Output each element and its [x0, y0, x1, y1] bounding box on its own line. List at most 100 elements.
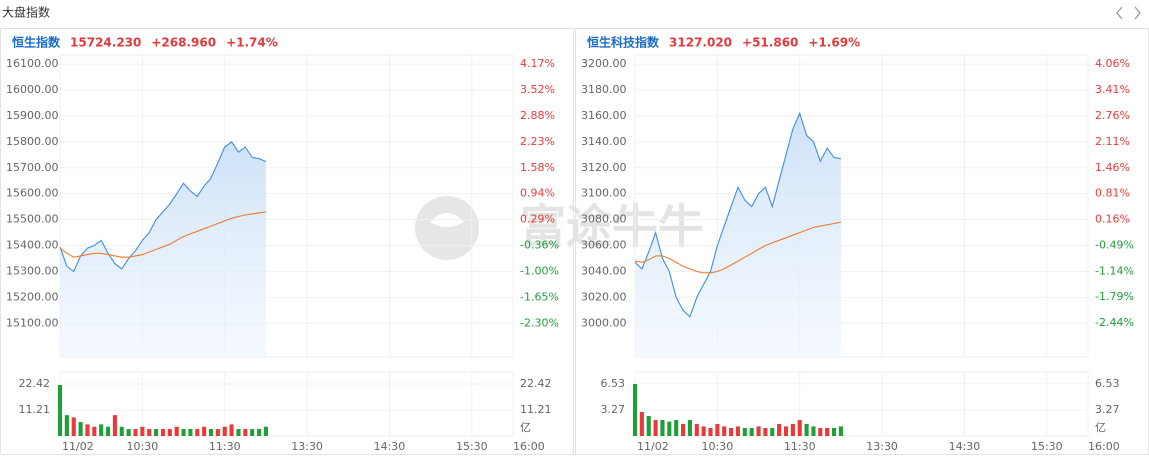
y2-tick-label: 3.41%	[1095, 83, 1130, 96]
volume-bar	[708, 428, 713, 436]
x-tick-label: 14:30	[374, 440, 406, 453]
y-tick-label: 3080.00	[581, 213, 627, 226]
volume-tick-label: 11.21	[19, 403, 51, 416]
change: +268.960	[151, 36, 216, 50]
volume-bar	[119, 426, 124, 436]
volume-bar	[105, 426, 111, 436]
volume-bar	[229, 424, 234, 436]
next-arrow[interactable]	[1134, 6, 1141, 20]
volume-bar	[140, 426, 145, 436]
volume-bar	[749, 428, 754, 436]
y-tick-label: 15900.00	[6, 109, 59, 122]
y-tick-label: 15700.00	[6, 161, 59, 174]
volume-tick-label: 11.21	[520, 403, 552, 416]
volume-bar	[202, 426, 207, 436]
volume-bar	[804, 424, 809, 436]
volume-bar	[92, 426, 97, 436]
volume-bar	[222, 426, 227, 436]
y2-tick-label: 1.58%	[520, 161, 555, 174]
chart-panel: 恒生科技指数 3127.020 +51.860 +1.69% 3200.00 3180.0…	[575, 28, 1149, 455]
y-tick-label: 3000.00	[581, 316, 627, 329]
y2-tick-label: -1.65%	[520, 290, 559, 303]
x-tick-label: 15:30	[456, 440, 488, 453]
price-area	[635, 113, 841, 357]
volume-bar	[701, 426, 706, 436]
volume-tick-label: 3.27	[1095, 403, 1120, 416]
volume-bar	[250, 429, 255, 436]
y-tick-label: 16100.00	[6, 57, 59, 70]
price-area	[60, 141, 266, 357]
change: +51.860	[742, 36, 798, 50]
y-tick-label: 15200.00	[6, 290, 59, 303]
volume-unit: 亿	[1095, 421, 1106, 434]
volume-bar	[687, 420, 692, 436]
volume-bar	[126, 429, 131, 436]
last-price: 15724.230	[70, 36, 141, 50]
volume-bar	[763, 428, 768, 436]
x-tick-label: 10:30	[702, 440, 734, 453]
volume-bar	[263, 426, 268, 436]
x-tick-label: 16:00	[1088, 440, 1120, 453]
y-tick-label: 15100.00	[6, 316, 59, 329]
y2-tick-label: 0.94%	[520, 187, 555, 200]
volume-bar	[243, 429, 248, 436]
volume-bar	[660, 420, 665, 436]
volume-bar	[825, 428, 830, 436]
y2-tick-label: -1.14%	[1095, 264, 1134, 277]
y-tick-label: 15800.00	[6, 135, 59, 148]
y-tick-label: 3020.00	[581, 290, 627, 303]
volume-bar	[71, 417, 76, 436]
change-pct: +1.74%	[226, 36, 278, 50]
y2-tick-label: 2.23%	[520, 135, 555, 148]
y2-tick-label: 1.46%	[1095, 161, 1130, 174]
volume-tick-label: 22.42	[520, 377, 552, 390]
x-tick-label: 13:30	[291, 440, 323, 453]
volume-bar	[735, 426, 741, 436]
x-tick-label: 14:30	[949, 440, 981, 453]
volume-bar	[742, 428, 747, 436]
change-pct: +1.69%	[808, 36, 860, 50]
volume-bar	[674, 420, 679, 436]
y2-tick-label: -1.79%	[1095, 290, 1134, 303]
y2-tick-label: 0.16%	[1095, 213, 1130, 226]
volume-bar	[831, 428, 837, 436]
y-tick-label: 15300.00	[6, 264, 59, 277]
volume-bar	[722, 426, 727, 436]
prev-arrow[interactable]	[1116, 6, 1123, 20]
chart-title: 恒生指数	[12, 35, 61, 50]
y2-tick-label: 2.88%	[520, 109, 555, 122]
x-tick-label: 11/02	[62, 440, 94, 453]
volume-bar	[195, 429, 200, 436]
volume-bar	[667, 421, 672, 436]
volume-bar	[112, 415, 117, 436]
y-tick-label: 3060.00	[581, 239, 627, 252]
volume-bar	[646, 416, 651, 436]
price-line	[634, 111, 842, 318]
y2-tick-label: 0.81%	[1095, 187, 1130, 200]
volume-bar	[167, 429, 172, 436]
y-tick-label: 3040.00	[581, 264, 627, 277]
volume-bar	[160, 429, 166, 436]
volume-bar	[78, 422, 83, 436]
last-price: 3127.020	[669, 36, 732, 50]
volume-bar	[639, 412, 644, 436]
y2-tick-label: 0.29%	[520, 213, 555, 226]
header-title: 大盘指数	[2, 5, 50, 20]
y-tick-label: 3120.00	[581, 161, 627, 174]
average-line	[634, 221, 842, 274]
volume-bar	[174, 426, 179, 436]
y2-tick-label: -2.44%	[1095, 316, 1134, 329]
y2-tick-label: 2.11%	[1095, 135, 1130, 148]
volume-bar	[256, 429, 262, 436]
watermark-logo	[415, 196, 479, 260]
y2-tick-label: 3.52%	[520, 83, 555, 96]
y-tick-label: 3180.00	[581, 83, 627, 96]
x-tick-label: 10:30	[127, 440, 159, 453]
volume-bar	[64, 415, 69, 436]
volume-bar	[811, 426, 816, 436]
volume-bar	[236, 429, 241, 436]
y2-tick-label: -0.49%	[1095, 238, 1134, 251]
chart-title: 恒生科技指数	[587, 35, 660, 50]
y2-tick-label: 4.06%	[1095, 57, 1130, 70]
